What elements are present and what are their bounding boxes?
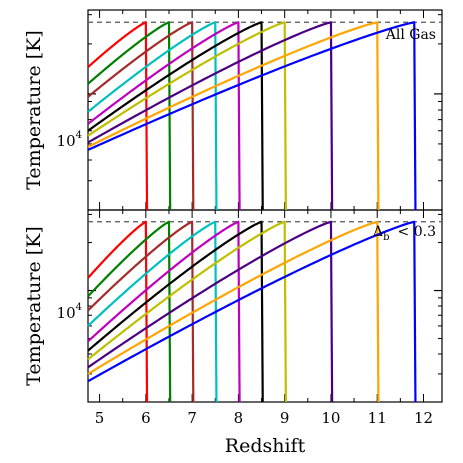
series-line (87, 220, 172, 403)
panel-top-annotation: All Gas (385, 27, 436, 43)
series-line (87, 21, 195, 211)
series-line (87, 21, 380, 211)
series-line (87, 21, 241, 211)
series-line (87, 220, 417, 403)
x-tick-label: 6 (141, 409, 151, 427)
series-line (87, 220, 380, 403)
y-axis-label-bottom: Temperature [K] (23, 226, 45, 386)
x-tick-label: 12 (414, 409, 433, 427)
x-tick-label: 9 (280, 409, 290, 427)
x-tick-label: 8 (234, 409, 244, 427)
annotation-sub: b (383, 232, 389, 243)
y-axis-label-top: Temperature [K] (23, 30, 45, 190)
panel-bottom-annotation: Δb < 0.3 (373, 224, 436, 243)
y-tick-exp-top: 4 (76, 130, 82, 141)
y-tick-label-top: 104 (57, 130, 82, 150)
annotation-rest: < 0.3 (398, 224, 436, 240)
series-line (87, 220, 334, 403)
series-line (87, 220, 218, 403)
y-tick-base-bottom: 10 (57, 304, 76, 322)
series-line (87, 21, 334, 211)
series-line (87, 220, 264, 403)
x-tick-label: 5 (95, 409, 105, 427)
plot-layer (87, 10, 442, 403)
x-tick-label: 11 (368, 409, 387, 427)
series-line (87, 21, 417, 211)
series-line (87, 21, 172, 211)
series-line (87, 220, 241, 403)
series-line (87, 21, 287, 211)
series-line (87, 21, 264, 211)
y-tick-label-bottom: 104 (57, 302, 82, 322)
series-line (87, 220, 287, 403)
series-line (87, 220, 149, 403)
x-tick-labels: 5 6 7 8 9 10 11 12 (95, 409, 433, 427)
y-tick-exp-bottom: 4 (76, 302, 82, 313)
series-line (87, 21, 218, 211)
series-line (87, 220, 195, 403)
series-line (87, 21, 149, 211)
x-axis-label: Redshift (225, 435, 306, 457)
x-tick-label: 10 (321, 409, 340, 427)
x-tick-label: 7 (187, 409, 197, 427)
y-tick-base-top: 10 (57, 132, 76, 150)
annotation-delta: Δ (373, 224, 383, 240)
